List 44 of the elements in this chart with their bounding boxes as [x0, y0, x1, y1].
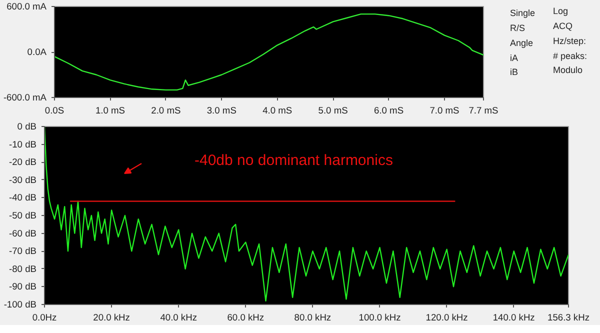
x-tick-label: 6.0 mS [374, 106, 404, 116]
y-tick-label: -600.0 mA [3, 92, 48, 102]
text: iA [510, 52, 520, 64]
y-tick-label: 600.0 mA [6, 2, 48, 12]
y-tick-label: -60 dB [9, 228, 36, 238]
text: Log [553, 5, 570, 18]
text: # peaks: [553, 50, 588, 62]
x-tick-label: 5.0 mS [318, 106, 348, 116]
y-tick-label: -30 dB [9, 174, 36, 185]
y-tick-label: -70 dB [9, 246, 36, 256]
y-tick-label: -100 dB [4, 300, 36, 310]
x-tick-label: 7.7 mS [468, 106, 498, 116]
text: R/S [510, 22, 526, 35]
x-tick-label: 20.0 kHz [93, 312, 130, 322]
y-tick-label: -40 dB [9, 192, 36, 203]
text: Single [510, 7, 536, 20]
x-tick-label: 0.0Hz [32, 312, 58, 322]
x-tick-label: 156.3 kHz [548, 312, 590, 322]
y-tick-label: 0.0A [27, 47, 48, 57]
text: ACQ [553, 20, 574, 33]
x-tick-label: 4.0 mS [262, 106, 292, 116]
x-tick-label: 140.0 kHz [492, 312, 536, 322]
x-tick-label: 0.0S [44, 106, 64, 116]
annotation: -40db no dominant harmonics [194, 152, 393, 169]
line-series [54, 13, 484, 91]
y-tick-label: 0 dB [17, 122, 37, 132]
y-tick-label: -50 dB [9, 210, 36, 220]
y-tick-label: -80 dB [9, 264, 36, 274]
text: Angle [510, 36, 534, 50]
x-tick-label: 2.0 mS [151, 106, 181, 116]
y-tick-label: -10 dB [9, 139, 36, 150]
x-tick-label: 7.0 mS [430, 106, 460, 116]
x-tick-label: 120.0 kHz [426, 312, 468, 322]
x-tick-label: 3.0 mS [206, 106, 236, 116]
x-tick-label: 40.0 kHz [160, 312, 198, 322]
y-tick-label: -20 dB [9, 157, 36, 168]
x-tick-label: 60.0 kHz [227, 312, 264, 322]
x-tick-label: 1.0 mS [95, 106, 125, 116]
x-tick-label: 80.0 kHz [294, 312, 332, 322]
text: iB [510, 66, 520, 80]
text: Hz/step: [553, 34, 588, 48]
text: Modulo [553, 64, 584, 78]
x-tick-label: 100.0 kHz [358, 312, 402, 322]
y-tick-label: -90 dB [9, 282, 36, 292]
